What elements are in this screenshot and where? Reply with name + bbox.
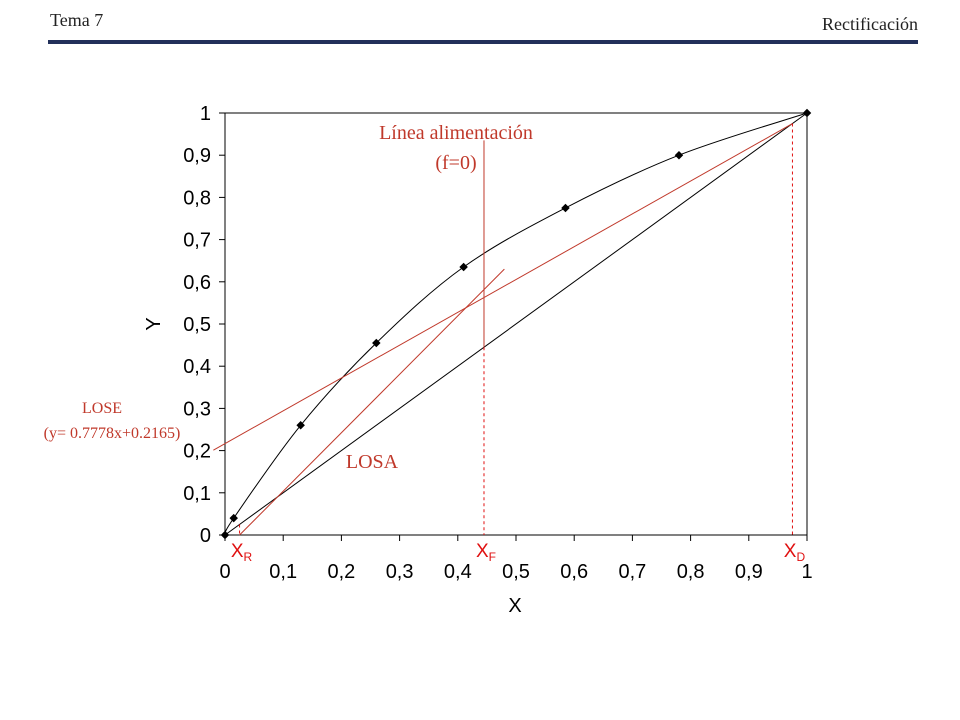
feed-line-label: Línea alimentación	[379, 122, 533, 144]
equilibrium-point	[229, 513, 238, 523]
marker-label: XD	[784, 541, 806, 564]
x-tick-label: 0,8	[677, 561, 705, 583]
lose-label: LOSE	[82, 400, 122, 417]
y-tick-label: 0,9	[183, 145, 211, 167]
marker-label: XF	[476, 541, 496, 564]
feed-line-sublabel: (f=0)	[435, 152, 476, 174]
x-tick-label: 1	[801, 561, 812, 583]
marker-label: XR	[231, 541, 253, 564]
y-tick-label: 0,7	[183, 230, 211, 252]
losa-line	[239, 268, 505, 536]
x-tick-label: 0,9	[735, 561, 763, 583]
header-section: Rectificación	[822, 14, 918, 34]
y-tick-label: 1	[200, 103, 211, 125]
x-axis-title: X	[508, 595, 521, 617]
y-tick-label: 0,4	[183, 356, 211, 378]
marker-subscript: F	[489, 550, 496, 564]
x-tick-label: 0,3	[386, 561, 414, 583]
marker-symbol: X	[476, 541, 489, 562]
marker-subscript: R	[244, 550, 253, 564]
header-rule	[48, 40, 918, 44]
marker-symbol: X	[784, 541, 797, 562]
equilibrium-point	[296, 421, 305, 430]
equilibrium-point	[372, 338, 381, 348]
x-tick-label: 0,1	[269, 561, 297, 583]
y-tick-label: 0,2	[183, 441, 211, 463]
header-topic: Tema 7	[50, 10, 104, 30]
chart-series	[213, 108, 812, 540]
x-tick-label: 0,4	[444, 561, 472, 583]
x-tick-label: 0,2	[327, 561, 355, 583]
diagonal-line	[224, 112, 808, 536]
lose-equation: (y= 0.7778x+0.2165)	[44, 425, 181, 442]
chart-markers: XR XF XD	[231, 123, 806, 564]
equilibrium-point	[561, 203, 570, 213]
y-tick-label: 0,6	[183, 272, 211, 294]
equilibrium-point	[802, 108, 812, 118]
equilibrium-point	[459, 262, 468, 272]
y-axis-title: Y	[143, 317, 165, 330]
marker-symbol: X	[231, 541, 244, 562]
x-tick-label: 0,6	[560, 561, 588, 583]
lose-line	[213, 123, 793, 451]
x-tick-label: 0,7	[618, 561, 646, 583]
y-tick-label: 0,3	[183, 398, 211, 420]
y-tick-label: 0,5	[183, 314, 211, 336]
y-axis-ticks: 0 0,1 0,2 0,3 0,4 0,5 0,6 0,7 0,8 0,9 1	[183, 103, 225, 547]
x-tick-label: 0,5	[502, 561, 530, 583]
y-tick-label: 0	[200, 525, 211, 547]
equilibrium-point	[674, 150, 684, 160]
y-tick-label: 0,8	[183, 187, 211, 209]
x-tick-label: 0	[219, 561, 230, 583]
x-axis-ticks: 0 0,1 0,2 0,3 0,4 0,5 0,6 0,7 0,8 0,9 1	[219, 535, 813, 583]
losa-label: LOSA	[346, 451, 399, 473]
marker-subscript: D	[796, 550, 805, 564]
y-tick-label: 0,1	[183, 483, 211, 505]
equilibrium-point	[220, 530, 230, 540]
